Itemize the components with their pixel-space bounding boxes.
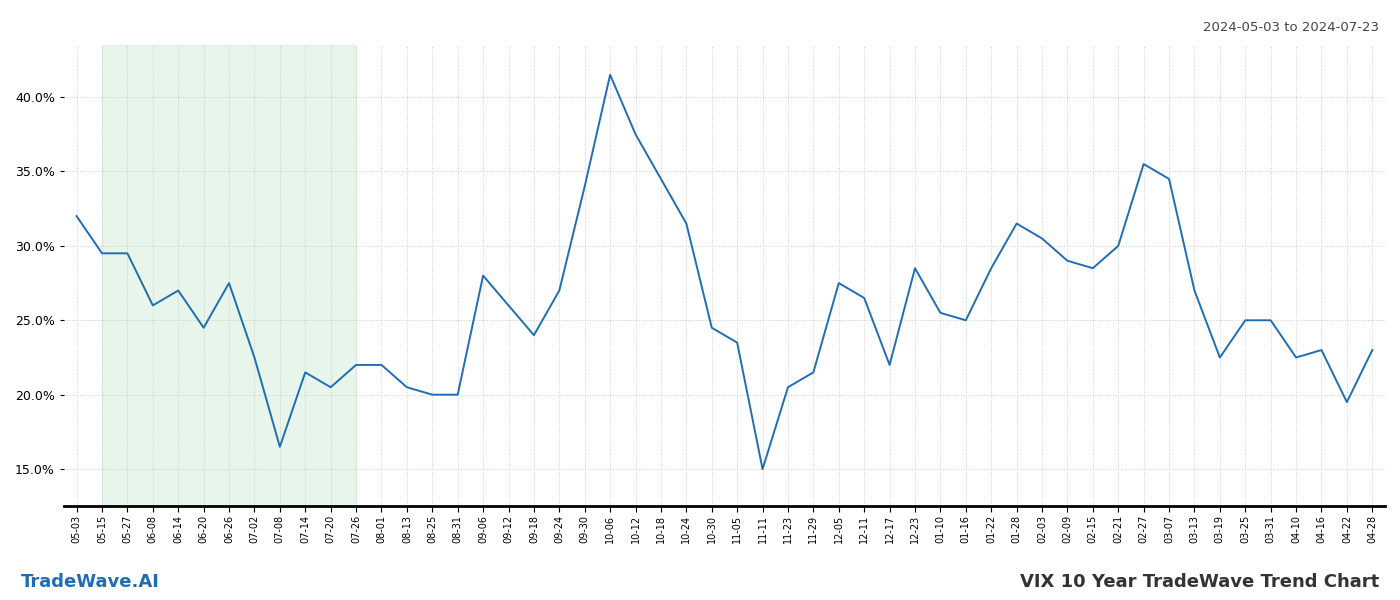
Text: 2024-05-03 to 2024-07-23: 2024-05-03 to 2024-07-23: [1203, 21, 1379, 34]
Text: VIX 10 Year TradeWave Trend Chart: VIX 10 Year TradeWave Trend Chart: [1019, 573, 1379, 591]
Bar: [102, 45, 356, 506]
Text: TradeWave.AI: TradeWave.AI: [21, 573, 160, 591]
